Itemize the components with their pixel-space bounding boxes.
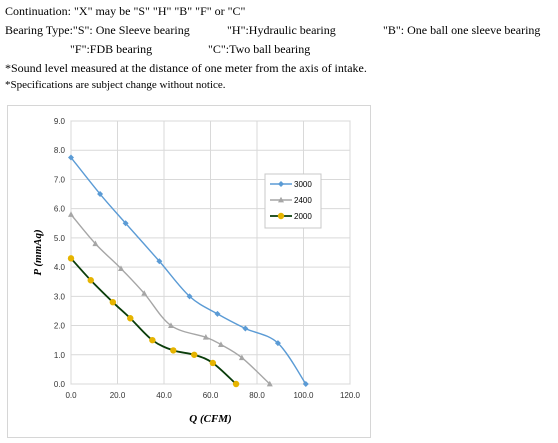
grid-lines xyxy=(70,120,351,385)
legend-marker-2400 xyxy=(278,196,284,203)
data-point-2400 xyxy=(92,240,99,247)
x-tick-label: 80.0 xyxy=(249,391,265,400)
data-point-2000 xyxy=(127,315,134,322)
x-tick-label: 40.0 xyxy=(156,391,172,400)
data-point-2000 xyxy=(87,277,94,284)
y-tick-label: 2.0 xyxy=(54,322,66,331)
legend-marker-2000 xyxy=(277,212,285,220)
pq-chart-frame: 0.0 1.0 2.0 3.0 4.0 5.0 6.0 7.0 8.0 9.0 0.0 20.0 40.… xyxy=(7,105,371,438)
data-point-3000 xyxy=(302,381,309,387)
data-point-2400 xyxy=(167,322,174,328)
bearing-type-sleeve: Bearing Type:"S": One Sleeve bearing xyxy=(5,23,190,37)
x-tick-label: 20.0 xyxy=(110,391,126,400)
data-point-3000 xyxy=(242,325,249,332)
data-point-2400 xyxy=(238,354,245,361)
data-point-3000 xyxy=(214,310,221,317)
legend-entry-2400: 2400 xyxy=(270,196,312,205)
y-axis-title: P (mmAq) xyxy=(32,229,44,275)
series-3000 xyxy=(68,154,309,387)
y-tick-label: 6.0 xyxy=(54,205,66,214)
bearing-type-ball-sleeve: "B": One ball one sleeve bearing xyxy=(383,23,541,37)
y-tick-label: 0.0 xyxy=(54,380,66,389)
data-point-2400 xyxy=(68,211,74,217)
legend-box xyxy=(264,173,322,229)
y-tick-label: 9.0 xyxy=(54,117,66,126)
legend-label-3000: 3000 xyxy=(294,180,312,189)
data-point-3000 xyxy=(156,258,163,265)
bearing-type-two-ball: "C":Two ball bearing xyxy=(208,42,311,56)
x-tick-label: 60.0 xyxy=(203,391,219,400)
bearing-type-hydraulic: "H":Hydraulic bearing xyxy=(227,23,336,37)
legend-label-2400: 2400 xyxy=(294,196,312,205)
legend-label-2000: 2000 xyxy=(294,212,312,221)
data-point-2000 xyxy=(191,351,198,358)
x-tick-label: 0.0 xyxy=(65,391,77,400)
legend: 3000 2400 2000 xyxy=(264,173,322,229)
y-tick-label: 1.0 xyxy=(54,351,66,360)
bearing-type-fdb: "F":FDB bearing xyxy=(70,42,153,56)
y-tick-label: 3.0 xyxy=(54,292,66,301)
x-tick-label: 100.0 xyxy=(293,391,314,400)
data-point-3000 xyxy=(186,293,193,300)
data-point-2000 xyxy=(170,347,177,354)
sound-level-note: *Sound level measured at the distance of… xyxy=(5,61,367,75)
series-2400 xyxy=(68,211,273,387)
pq-chart: 0.0 1.0 2.0 3.0 4.0 5.0 6.0 7.0 8.0 9.0 0.0 20.0 40.… xyxy=(32,117,361,425)
data-point-2400 xyxy=(217,341,224,347)
y-tick-label: 8.0 xyxy=(54,146,66,155)
data-point-2400 xyxy=(202,334,209,340)
legend-entry-3000: 3000 xyxy=(270,180,312,189)
data-point-3000 xyxy=(122,220,129,227)
data-point-2000 xyxy=(232,380,240,388)
data-point-2400 xyxy=(266,380,273,387)
data-point-3000 xyxy=(68,154,74,161)
legend-entry-2000: 2000 xyxy=(270,212,312,221)
continuation-note: Continuation: "X" may be "S" "H" "B" "F"… xyxy=(5,4,246,18)
specification-note: *Specifications are subject change witho… xyxy=(5,79,226,91)
data-point-2000 xyxy=(149,336,156,344)
data-point-2400 xyxy=(117,265,124,271)
x-axis-title: Q (CFM) xyxy=(189,413,231,425)
data-point-2000 xyxy=(109,298,117,306)
data-point-2400 xyxy=(141,290,148,296)
data-point-2000 xyxy=(209,359,217,367)
y-tick-label: 5.0 xyxy=(54,234,66,243)
series-2000 xyxy=(67,255,240,388)
x-tick-label: 120.0 xyxy=(340,391,361,400)
legend-marker-3000 xyxy=(278,181,284,187)
series-lines xyxy=(67,154,309,388)
y-tick-label: 7.0 xyxy=(54,175,66,184)
tick-labels: 0.0 1.0 2.0 3.0 4.0 5.0 6.0 7.0 8.0 9.0 0.0 20.0 40.… xyxy=(54,117,361,400)
data-point-2000 xyxy=(67,255,75,262)
data-point-3000 xyxy=(274,340,281,347)
data-point-3000 xyxy=(97,191,104,198)
y-tick-label: 4.0 xyxy=(54,263,66,272)
